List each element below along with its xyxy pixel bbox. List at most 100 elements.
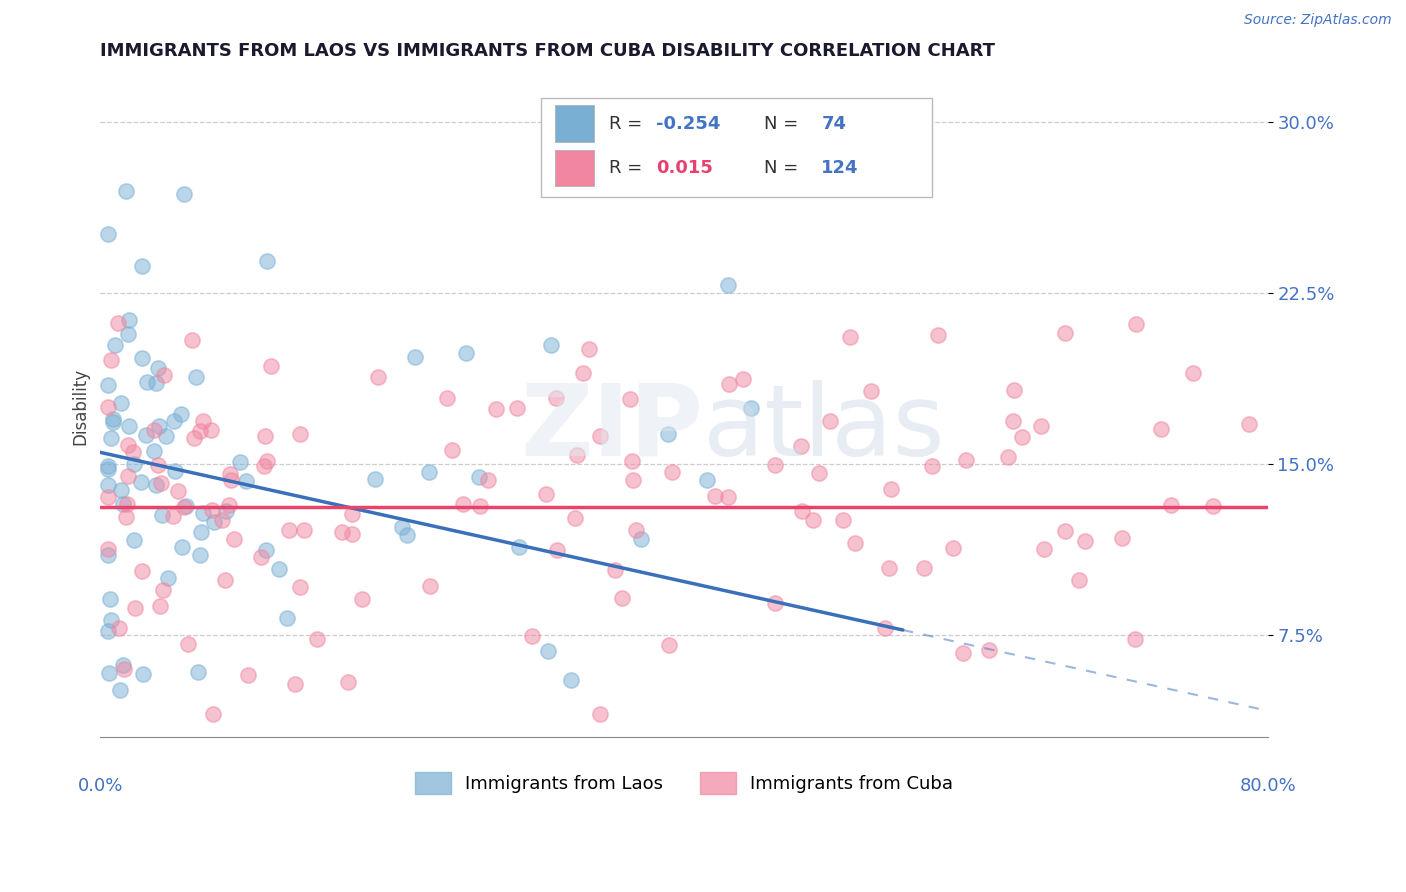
Point [560, 673, 582, 687]
Point [1011, 430, 1033, 444]
Point [340, 527, 363, 541]
Point [131, 351, 153, 365]
Point [451, 497, 474, 511]
Text: -0.254: -0.254 [655, 115, 720, 133]
Text: Source: ZipAtlas.com: Source: ZipAtlas.com [1244, 13, 1392, 28]
Point [294, 524, 316, 538]
Point [124, 601, 146, 615]
Point [875, 621, 897, 635]
Point [253, 429, 276, 443]
Text: 74: 74 [821, 115, 846, 133]
Point [122, 533, 145, 548]
Point [97, 377, 120, 392]
Point [657, 427, 679, 442]
Point [146, 360, 169, 375]
Point [97, 462, 120, 476]
Point [921, 458, 943, 473]
Point [176, 499, 198, 513]
Point [162, 508, 184, 523]
Point [135, 375, 157, 389]
Point [111, 658, 134, 673]
Point [214, 573, 236, 587]
Point [340, 507, 363, 521]
Point [224, 533, 246, 547]
Point [100, 353, 122, 368]
Point [98, 665, 121, 680]
Point [181, 333, 204, 347]
Point [218, 467, 240, 482]
Point [115, 498, 138, 512]
Point [193, 506, 215, 520]
Point [589, 707, 612, 722]
Point [658, 638, 681, 652]
Legend: Immigrants from Laos, Immigrants from Cuba: Immigrants from Laos, Immigrants from Cu… [415, 772, 953, 794]
Point [955, 452, 977, 467]
Point [104, 338, 127, 352]
Point [100, 431, 122, 445]
Point [952, 646, 974, 660]
Point [218, 498, 240, 512]
Point [336, 675, 359, 690]
Point [193, 414, 215, 428]
Point [146, 458, 169, 473]
Point [188, 548, 211, 562]
Point [661, 465, 683, 479]
Point [112, 497, 135, 511]
Point [156, 571, 179, 585]
Point [537, 644, 560, 658]
Point [860, 384, 883, 399]
Point [468, 499, 491, 513]
Point [190, 524, 212, 539]
Point [143, 423, 166, 437]
Point [117, 438, 139, 452]
Point [790, 439, 813, 453]
Point [1053, 524, 1076, 538]
Point [188, 424, 211, 438]
Text: N =: N = [763, 115, 803, 133]
Point [173, 186, 195, 201]
Text: 80.0%: 80.0% [1239, 777, 1296, 795]
Point [201, 503, 224, 517]
Text: 124: 124 [821, 159, 859, 177]
Point [454, 346, 477, 360]
Point [1002, 414, 1025, 428]
Point [1031, 419, 1053, 434]
Point [124, 457, 146, 471]
Point [170, 408, 193, 422]
Point [235, 475, 257, 489]
Point [612, 591, 634, 605]
Point [100, 613, 122, 627]
Point [404, 350, 426, 364]
Point [183, 431, 205, 445]
Point [1160, 498, 1182, 512]
Point [202, 516, 225, 530]
Point [942, 541, 965, 555]
Point [477, 474, 499, 488]
Point [269, 562, 291, 576]
Point [97, 478, 120, 492]
Point [801, 513, 824, 527]
Point [367, 369, 389, 384]
Point [1033, 542, 1056, 557]
Point [352, 592, 374, 607]
Point [818, 414, 841, 428]
Text: IMMIGRANTS FROM LAOS VS IMMIGRANTS FROM CUBA DISABILITY CORRELATION CHART: IMMIGRANTS FROM LAOS VS IMMIGRANTS FROM … [100, 42, 995, 60]
Point [717, 278, 740, 293]
Point [115, 509, 138, 524]
Point [912, 560, 935, 574]
Point [330, 525, 353, 540]
Point [1074, 533, 1097, 548]
Point [565, 448, 588, 462]
Point [1182, 366, 1205, 380]
Point [603, 563, 626, 577]
Point [238, 667, 260, 681]
Point [418, 465, 440, 479]
Point [572, 366, 595, 380]
Point [167, 484, 190, 499]
Point [508, 540, 530, 554]
Text: ZIP: ZIP [520, 380, 703, 476]
Point [763, 596, 786, 610]
Text: 0.015: 0.015 [655, 159, 713, 177]
Point [117, 313, 139, 327]
Point [114, 184, 136, 198]
